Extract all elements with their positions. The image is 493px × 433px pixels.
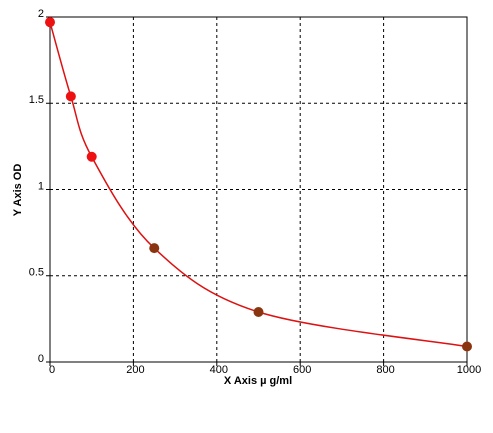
data-point — [149, 243, 160, 254]
y-tick-label: 2 — [38, 8, 44, 20]
y-tick-label: 1 — [38, 180, 44, 192]
x-tick-label: 0 — [49, 364, 55, 376]
data-point — [65, 91, 76, 102]
data-point — [253, 306, 264, 317]
y-tick-label: 0 — [38, 353, 44, 365]
x-tick-label: 600 — [293, 364, 311, 376]
data-point — [462, 341, 472, 352]
y-axis-title: Y Axis OD — [12, 164, 24, 217]
x-tick-label: 1000 — [457, 364, 481, 376]
x-tick-label: 400 — [210, 364, 228, 376]
x-tick-label: 800 — [376, 364, 394, 376]
x-tick-label: 200 — [126, 364, 144, 376]
fit-curve — [49, 21, 468, 348]
data-point — [86, 151, 97, 162]
y-tick-label: 1.5 — [29, 94, 44, 106]
data-point — [45, 17, 55, 28]
x-axis-title: X Axis µ g/ml — [224, 375, 292, 387]
y-tick-label: 0.5 — [29, 267, 44, 279]
plot-frame — [49, 16, 468, 363]
